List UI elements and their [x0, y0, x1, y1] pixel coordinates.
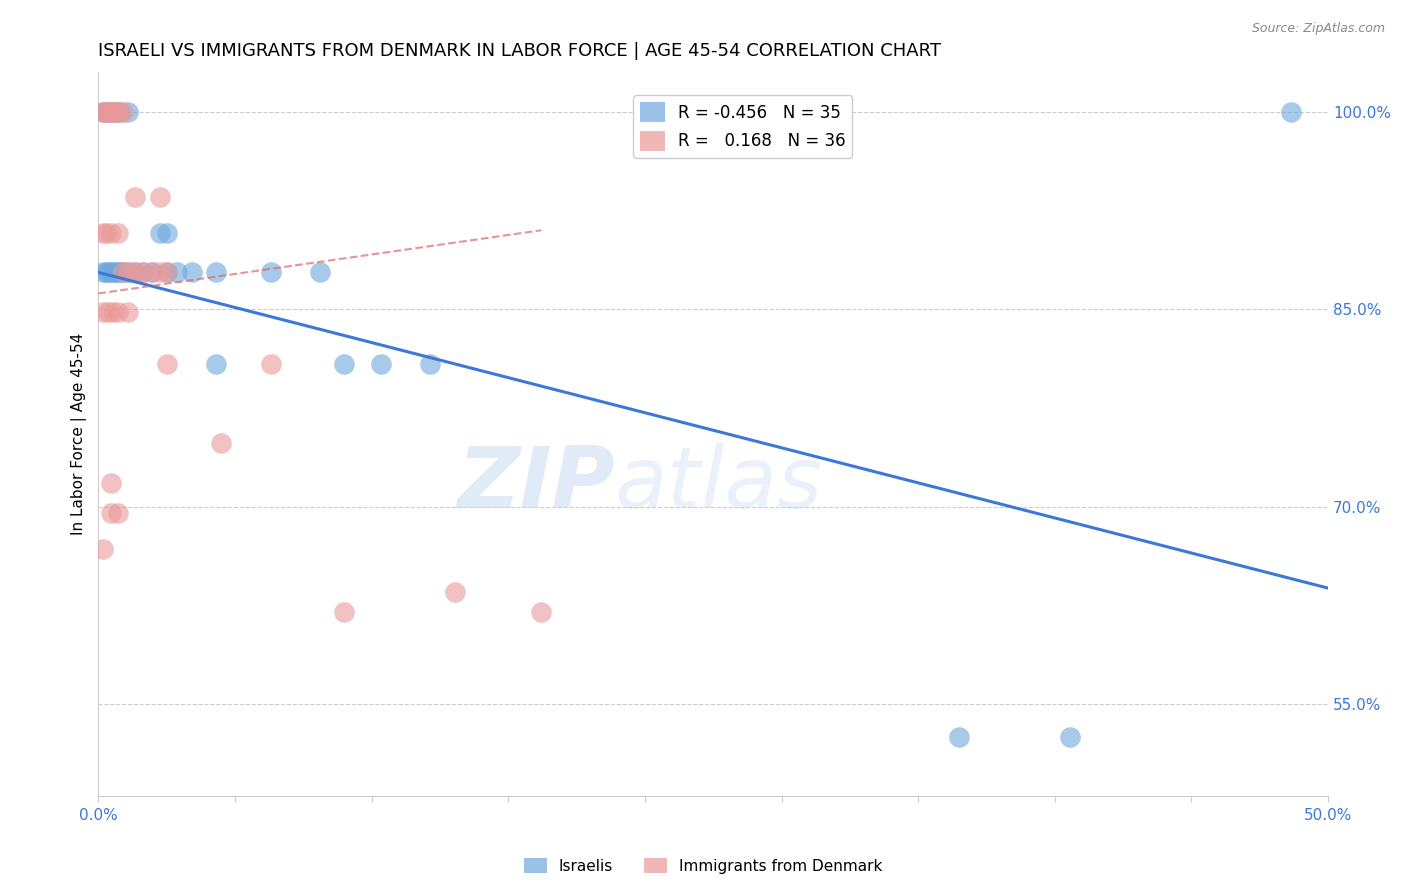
Point — [91, 265, 114, 279]
Point — [141, 265, 163, 279]
Point — [94, 265, 117, 279]
Text: ISRAELI VS IMMIGRANTS FROM DENMARK IN LABOR FORCE | AGE 45-54 CORRELATION CHART: ISRAELI VS IMMIGRANTS FROM DENMARK IN LA… — [98, 42, 942, 60]
Point — [444, 585, 467, 599]
Point — [111, 104, 134, 119]
Point — [209, 436, 232, 450]
Point — [156, 358, 179, 372]
Point — [104, 265, 127, 279]
Text: Source: ZipAtlas.com: Source: ZipAtlas.com — [1251, 22, 1385, 36]
Point — [124, 190, 146, 204]
Point — [110, 265, 132, 279]
Point — [100, 226, 122, 240]
Point — [107, 265, 129, 279]
Point — [156, 265, 179, 279]
Point — [117, 265, 139, 279]
Point — [419, 358, 441, 372]
Point — [117, 104, 139, 119]
Point — [107, 506, 129, 520]
Point — [100, 475, 122, 490]
Point — [149, 190, 172, 204]
Point — [530, 605, 553, 619]
Point — [205, 265, 228, 279]
Point — [100, 265, 122, 279]
Text: atlas: atlas — [614, 443, 823, 526]
Point — [94, 104, 117, 119]
Point — [1279, 104, 1302, 119]
Point — [156, 226, 179, 240]
Point — [97, 305, 120, 319]
Point — [948, 730, 970, 744]
Point — [149, 226, 172, 240]
Point — [91, 104, 114, 119]
Point — [259, 265, 281, 279]
Point — [101, 104, 124, 119]
Point — [94, 226, 117, 240]
Point — [97, 104, 120, 119]
Point — [370, 358, 392, 372]
Text: ZIP: ZIP — [457, 443, 614, 526]
Point — [205, 358, 228, 372]
Point — [100, 506, 122, 520]
Point — [259, 358, 281, 372]
Y-axis label: In Labor Force | Age 45-54: In Labor Force | Age 45-54 — [72, 333, 87, 535]
Legend: Israelis, Immigrants from Denmark: Israelis, Immigrants from Denmark — [517, 852, 889, 880]
Point — [101, 305, 124, 319]
Point — [333, 358, 356, 372]
Point — [111, 265, 134, 279]
Point — [149, 265, 172, 279]
Point — [97, 104, 120, 119]
Point — [91, 104, 114, 119]
Point — [131, 265, 153, 279]
Point — [166, 265, 188, 279]
Point — [104, 104, 127, 119]
Point — [117, 305, 139, 319]
Point — [333, 605, 356, 619]
Point — [97, 265, 120, 279]
Point — [101, 265, 124, 279]
Point — [101, 104, 124, 119]
Point — [131, 265, 153, 279]
Point — [124, 265, 146, 279]
Point — [107, 305, 129, 319]
Point — [94, 104, 117, 119]
Point — [1059, 730, 1081, 744]
Point — [107, 104, 129, 119]
Point — [180, 265, 202, 279]
Point — [308, 265, 330, 279]
Point — [124, 265, 146, 279]
Point — [91, 226, 114, 240]
Point — [91, 541, 114, 556]
Point — [110, 104, 132, 119]
Point — [104, 104, 127, 119]
Point — [91, 305, 114, 319]
Legend: R = -0.456   N = 35, R =   0.168   N = 36: R = -0.456 N = 35, R = 0.168 N = 36 — [633, 95, 852, 158]
Point — [156, 265, 179, 279]
Point — [141, 265, 163, 279]
Point — [117, 265, 139, 279]
Point — [107, 226, 129, 240]
Point — [100, 104, 122, 119]
Point — [111, 265, 134, 279]
